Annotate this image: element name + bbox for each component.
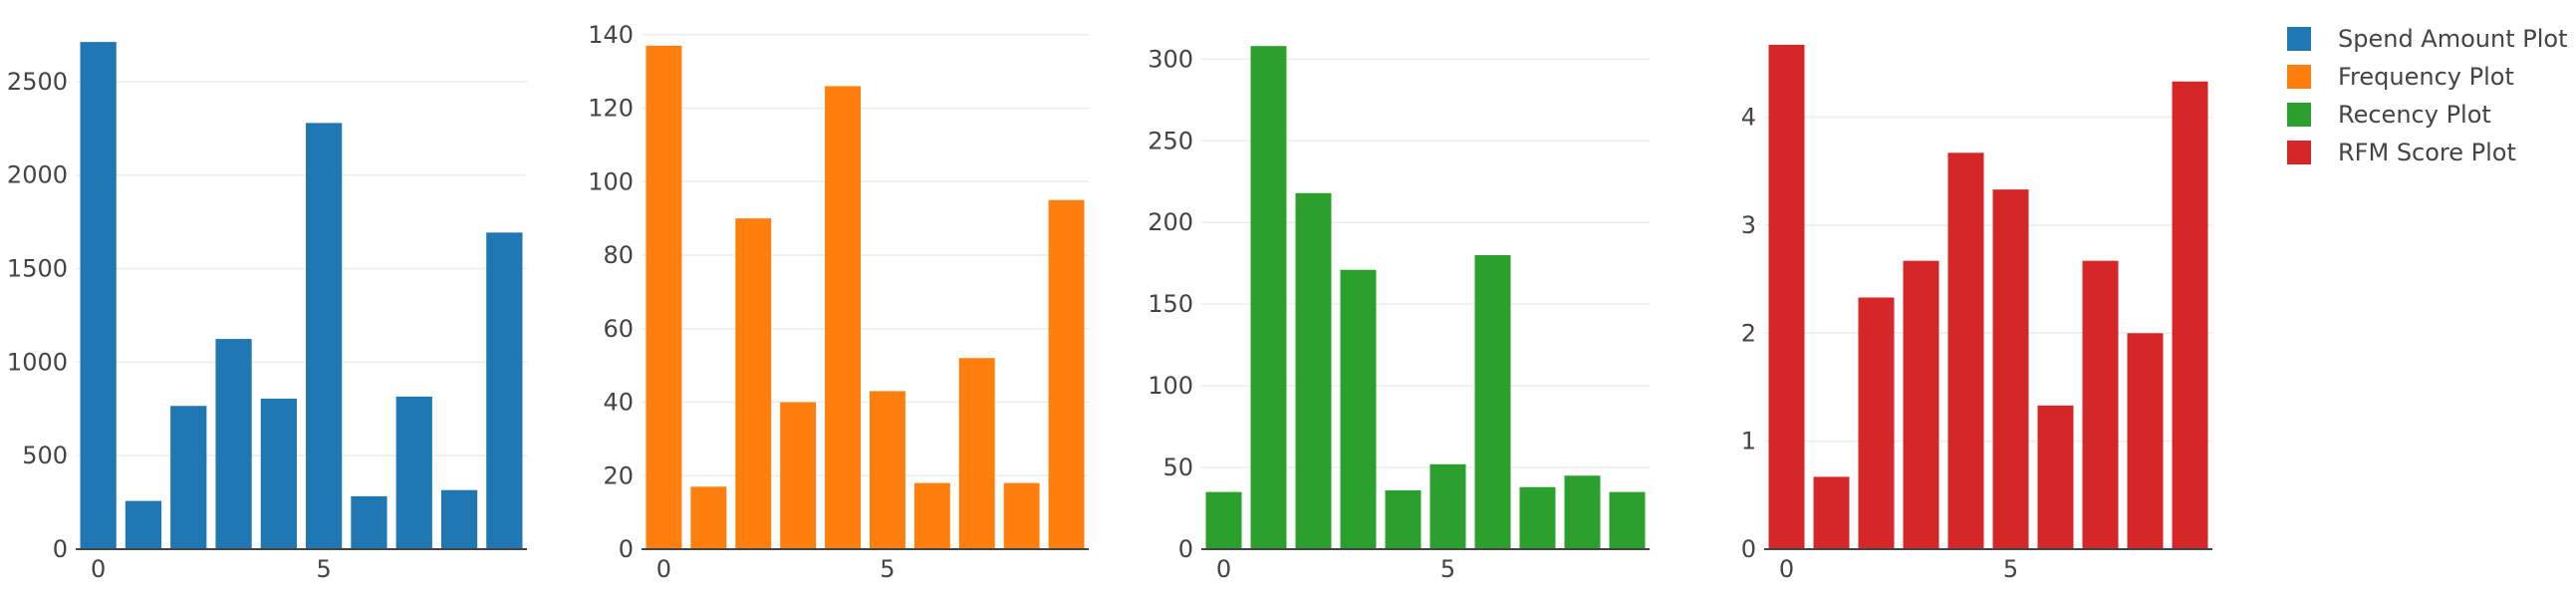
x-tick-label: 0 (656, 555, 671, 583)
x-tick-label: 5 (880, 555, 895, 583)
legend-label: Frequency Plot (2338, 63, 2514, 91)
bar (440, 489, 478, 549)
bar (2172, 81, 2208, 550)
legend-label: RFM Score Plot (2338, 139, 2516, 166)
chart-panel-3: 0 50 100 150 200 250 300 0 5 (1148, 45, 1650, 583)
bar (1564, 475, 1601, 549)
bar (869, 391, 905, 549)
chart-panel-1: 0 500 1000 1500 2000 2500 0 5 (7, 42, 527, 583)
bar (958, 358, 995, 549)
y-tick-label: 100 (588, 167, 634, 195)
bar (125, 500, 162, 549)
y-tick-label: 1500 (7, 255, 68, 283)
bar (1813, 476, 1850, 549)
y-tick-label: 120 (588, 95, 634, 123)
bar (825, 86, 862, 549)
bar (1205, 491, 1242, 549)
y-tick-label: 0 (53, 535, 68, 563)
bar (80, 42, 117, 550)
bar (1429, 463, 1466, 549)
bar (395, 396, 432, 549)
bar (1340, 269, 1377, 549)
bar (1768, 44, 1805, 549)
y-tick-label: 1000 (7, 348, 68, 376)
y-tick-label: 200 (1148, 208, 1193, 236)
y-tick-label: 80 (603, 241, 634, 269)
x-tick-label: 5 (2003, 555, 2018, 583)
bar (1295, 192, 1332, 549)
bar (306, 123, 343, 550)
y-tick-label: 60 (603, 315, 634, 343)
y-tick-label: 3 (1741, 211, 1756, 239)
chart-panel-2: 0 20 40 60 80 100 120 140 0 5 (588, 21, 1089, 583)
x-tick-label: 0 (1216, 555, 1231, 583)
bar (486, 232, 523, 549)
bar (2127, 333, 2164, 549)
x-tick-label: 5 (1440, 555, 1455, 583)
y-tick-label: 50 (1162, 453, 1193, 481)
legend-swatch (2287, 141, 2311, 164)
bar (690, 486, 727, 549)
bar (1519, 486, 1556, 549)
bar (1003, 482, 1040, 549)
y-tick-label: 300 (1148, 45, 1193, 73)
y-tick-label: 0 (1178, 535, 1193, 563)
bar (1250, 46, 1287, 549)
bar (1385, 490, 1421, 549)
bar (1858, 297, 1895, 549)
y-tick-label: 1 (1741, 428, 1756, 455)
bar (1903, 260, 1939, 549)
bar (1048, 199, 1085, 549)
y-tick-label: 150 (1148, 290, 1193, 318)
y-tick-label: 2000 (7, 161, 68, 189)
bar (1609, 491, 1646, 549)
bar (1992, 189, 2029, 550)
y-tick-label: 20 (603, 461, 634, 489)
bar (215, 339, 252, 549)
bar (2082, 260, 2119, 549)
legend-label: Spend Amount Plot (2338, 25, 2567, 53)
legend-label: Recency Plot (2338, 101, 2491, 129)
bar (351, 495, 387, 549)
bar (260, 398, 297, 549)
y-tick-label: 40 (603, 389, 634, 417)
x-tick-label: 0 (1779, 555, 1794, 583)
y-tick-label: 250 (1148, 127, 1193, 154)
y-tick-label: 2 (1741, 319, 1756, 347)
bar (735, 218, 772, 549)
legend: Spend Amount Plot Frequency Plot Recency P… (2287, 25, 2567, 166)
bar (645, 45, 682, 549)
y-tick-label: 500 (22, 442, 68, 469)
y-tick-label: 0 (1741, 535, 1756, 563)
chart-panel-4: 0 1 2 3 4 0 5 (1741, 44, 2212, 583)
legend-swatch (2287, 65, 2311, 89)
x-tick-label: 5 (317, 555, 332, 583)
legend-swatch (2287, 103, 2311, 127)
y-tick-label: 140 (588, 21, 634, 49)
y-tick-label: 0 (619, 535, 634, 563)
bar (1947, 152, 1984, 549)
bar (780, 402, 817, 549)
bar (170, 406, 207, 549)
bar (2037, 405, 2074, 549)
y-tick-label: 4 (1741, 104, 1756, 132)
y-tick-label: 100 (1148, 372, 1193, 400)
bar (1474, 255, 1511, 549)
x-tick-label: 0 (91, 555, 106, 583)
bar (913, 482, 950, 549)
y-tick-label: 2500 (7, 68, 68, 96)
legend-swatch (2287, 27, 2311, 51)
